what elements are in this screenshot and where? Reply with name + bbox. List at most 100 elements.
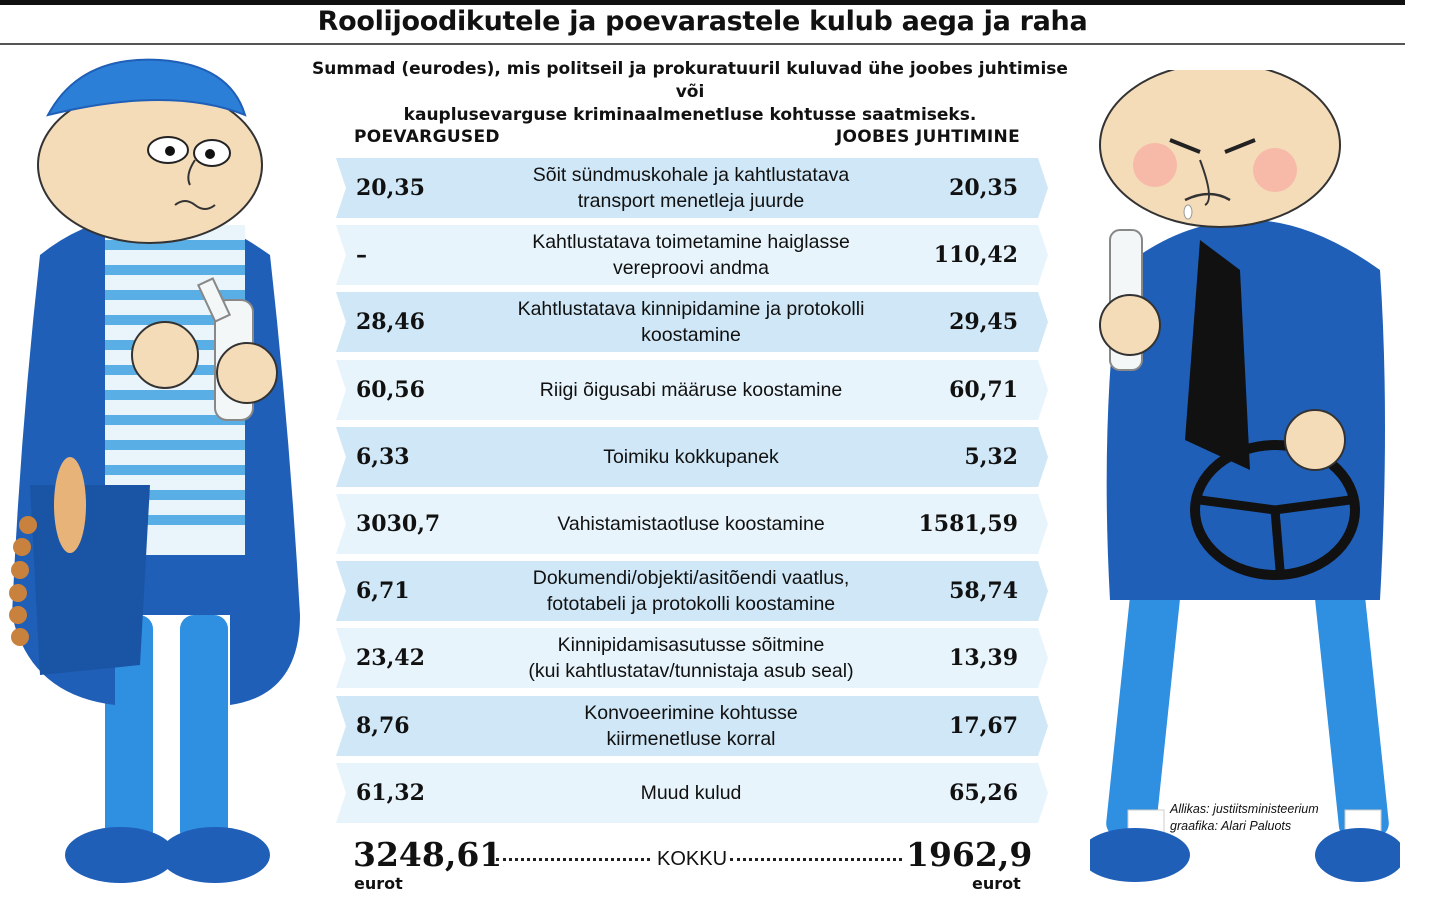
top-rule [0, 0, 1405, 5]
cost-item-label: Sõit sündmuskohale ja kahtlustatava trans… [476, 158, 906, 218]
right-hand [216, 342, 278, 404]
frown [1184, 192, 1231, 202]
cost-item-label-line: kiirmenetluse korral [606, 728, 776, 750]
cost-item-label-line: (kui kahtlustatav/tunnistaja asub seal) [528, 660, 854, 682]
table-row: 23,42 Kinnipidamisasutusse sõitmine (kui k… [336, 628, 1048, 688]
baguette [54, 457, 86, 553]
dotted-leader-left [496, 858, 650, 861]
right-shoe [160, 827, 270, 883]
drunk-driving-cost: 1581,59 [918, 511, 1018, 537]
cost-item-label-line: Konvoeerimine kohtusse [584, 702, 798, 724]
shoplifting-cost: 23,42 [356, 645, 425, 671]
cost-item-label-text: Muud kulud [641, 780, 742, 806]
right-shoe [1315, 828, 1400, 882]
table-row: 20,35 Sõit sündmuskohale ja kahtlustatava… [336, 158, 1048, 218]
nose [187, 159, 196, 186]
left-leg [105, 615, 153, 845]
shoplifter-illustration [9, 58, 300, 883]
page-title: Roolijoodikutele ja poevarastele kulub a… [317, 6, 1088, 37]
head [1099, 70, 1341, 228]
total-right-value: 1962,9 [906, 835, 1033, 874]
cost-item-label-line: Kahtlustatava kinnipidamine ja protokoll… [517, 298, 865, 320]
total-label: KOKKU [657, 848, 728, 870]
cost-item-label-text: Kinnipidamisasutusse sõitmine (kui kahtlu… [528, 632, 853, 684]
graphics-credit: graafika: Alari Paluots [1170, 819, 1292, 833]
cost-item-label: Kahtlustatava toimetamine haiglasse verep… [476, 225, 906, 285]
cost-item-label-text: Konvoeerimine kohtusse kiirmenetluse korr… [584, 700, 798, 752]
drunk-driving-cost: 58,74 [949, 578, 1018, 604]
cost-item-label: Vahistamistaotluse koostamine [476, 494, 906, 554]
left-shoe [1090, 828, 1190, 882]
source-credit: Allikas: justiitsministeerium [1170, 802, 1319, 816]
shoplifting-cost: 3030,7 [356, 511, 441, 537]
right-leg [1311, 548, 1389, 840]
angry-eyebrows [1169, 138, 1256, 154]
subtitle-line: kauplusevarguse kriminaalmenetluse kohtu… [403, 105, 977, 125]
nose [1199, 159, 1210, 206]
cost-item-label-line: Kahtlustatava toimetamine haiglasse [532, 231, 850, 253]
shoplifting-cost: 8,76 [356, 713, 410, 739]
cost-item-label: Toimiku kokkupanek [476, 427, 906, 487]
left-shoe [65, 827, 175, 883]
cost-item-label: Kahtlustatava kinnipidamine ja protokoll… [476, 292, 906, 352]
table-row: 60,56 Riigi õigusabi määruse koostamine 60… [336, 360, 1048, 420]
table-row: 28,46 Kahtlustatava kinnipidamine ja prot… [336, 292, 1048, 352]
table-row: 6,33 Toimiku kokkupanek 5,32 [336, 427, 1048, 487]
cost-item-label-line: Riigi õigusabi määruse koostamine [539, 379, 843, 401]
left-pupil [165, 146, 175, 156]
right-hand [1284, 409, 1346, 471]
shoplifting-cost: 61,32 [356, 780, 425, 806]
cost-item-label-text: Riigi õigusabi määruse koostamine [540, 377, 842, 403]
subtitle: Summad (eurodes), mis politseil ja proku… [300, 58, 1080, 127]
drunk-driving-cost: 110,42 [933, 242, 1018, 268]
steering-wheel [1190, 440, 1360, 580]
cost-item-label-line: Sõit sündmuskohale ja kahtlustatava [532, 164, 850, 186]
drunk-driving-cost: 65,26 [949, 780, 1018, 806]
subtitle-line: Summad (eurodes), mis politseil ja proku… [312, 59, 1068, 102]
steering-spokes [1199, 495, 1351, 571]
cost-item-label-line: Vahistamistaotluse koostamine [557, 513, 825, 535]
right-cheek [1253, 148, 1297, 192]
mouth [174, 200, 216, 210]
shoplifting-cost: 60,56 [356, 377, 425, 403]
drunk-driver-illustration [1090, 70, 1400, 882]
cap [46, 58, 247, 117]
table-row: 8,76 Konvoeerimine kohtusse kiirmenetluse … [336, 696, 1048, 756]
cost-item-label-line: fototabeli ja protokolli koostamine [546, 593, 836, 615]
cost-item-label: Dokumendi/objekti/asitõendi vaatlus, foto… [476, 561, 906, 621]
left-leg [1106, 548, 1184, 840]
cost-item-label-line: Muud kulud [640, 782, 742, 804]
right-pupil [205, 149, 215, 159]
cost-item-label: Kinnipidamisasutusse sõitmine (kui kahtlu… [476, 628, 906, 688]
cost-item-label: Muud kulud [476, 763, 906, 823]
cost-item-label-line: koostamine [641, 324, 741, 346]
total-left-unit: eurot [354, 874, 403, 893]
bottle-neck [196, 277, 232, 323]
left-hand [131, 321, 199, 389]
column-header-shoplifting: POEVARGUSED [354, 127, 500, 147]
shoplifting-cost: – [356, 242, 367, 268]
left-hand [1099, 294, 1161, 356]
tie [1185, 240, 1250, 470]
title-rule [0, 43, 1405, 45]
cost-item-label-line: transport menetleja juurde [577, 190, 805, 212]
cost-item-label-text: Dokumendi/objekti/asitõendi vaatlus, foto… [533, 565, 850, 617]
table-row: 61,32 Muud kulud 65,26 [336, 763, 1048, 823]
cost-item-label-line: Kinnipidamisasutusse sõitmine [557, 634, 825, 656]
drunk-driving-cost: 13,39 [949, 645, 1018, 671]
total-left-value: 3248,61 [353, 835, 503, 874]
shoplifting-cost: 28,46 [356, 309, 425, 335]
cost-item-label-text: Vahistamistaotluse koostamine [557, 511, 824, 537]
cost-item-label-text: Sõit sündmuskohale ja kahtlustatava trans… [533, 162, 850, 214]
total-right-unit: eurot [972, 874, 1021, 893]
drunk-driving-cost: 20,35 [949, 175, 1018, 201]
cost-item-label-text: Toimiku kokkupanek [603, 444, 779, 470]
drool [1183, 204, 1193, 220]
right-leg [180, 615, 228, 845]
cost-item-label-text: Kahtlustatava toimetamine haiglasse verep… [532, 229, 850, 281]
drunk-driving-cost: 17,67 [949, 713, 1018, 739]
shoplifting-cost: 6,71 [356, 578, 410, 604]
drunk-driving-cost: 29,45 [949, 309, 1018, 335]
credits: Allikas: justiitsministeerium graafika: … [1170, 801, 1319, 835]
shoplifting-cost: 20,35 [356, 175, 425, 201]
